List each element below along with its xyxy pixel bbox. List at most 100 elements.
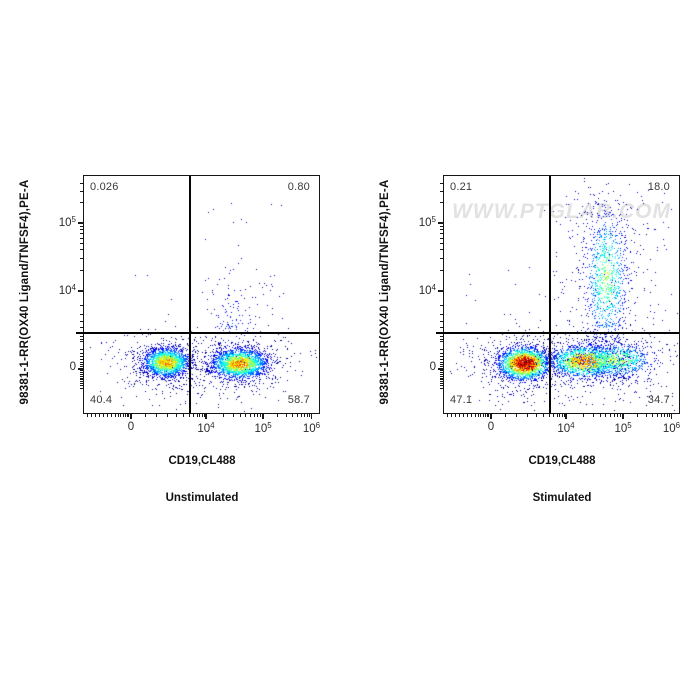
y-minor-tick <box>80 202 83 204</box>
plot-frame: 0.026 0.80 40.4 58.7 0 104 105 106 105 104 0 <box>59 175 320 435</box>
x-minor-tick <box>303 414 305 417</box>
y-axis-label: 98381-1-RR(OX40 Ligand/TNFSF4),PE-A <box>379 179 391 405</box>
y-minor-tick <box>440 257 443 259</box>
x-minor-tick <box>86 414 88 417</box>
quadrant-gate-vertical-line <box>548 176 551 413</box>
y-minor-tick <box>80 270 83 272</box>
x-minor-tick <box>124 414 126 417</box>
x-minor-tick <box>526 414 528 417</box>
plot-frame: WWW.PTGLAB.COM 0.21 18.0 47.1 34.7 01041… <box>419 175 680 435</box>
x-minor-tick <box>651 414 653 417</box>
y-minor-tick <box>440 352 443 354</box>
y-minor-tick <box>80 359 83 361</box>
y-minor-tick <box>440 374 443 376</box>
y-minor-tick <box>80 385 83 387</box>
x-minor-tick <box>196 414 198 417</box>
x-minor-tick <box>484 414 486 417</box>
x-minor-tick <box>663 414 665 417</box>
x-minor-tick <box>309 414 311 417</box>
x-minor-tick <box>193 414 194 417</box>
x-major-tick <box>262 414 264 419</box>
y-tick-label: 105 <box>58 214 76 229</box>
quadrant-value-bottom-right: 34.7 <box>647 394 670 406</box>
x-minor-tick <box>454 414 456 417</box>
x-minor-tick <box>107 414 109 417</box>
x-minor-tick <box>556 414 558 417</box>
quadrant-value-bottom-left: 40.4 <box>90 394 113 406</box>
y-minor-tick <box>440 335 443 337</box>
x-minor-tick <box>144 414 146 417</box>
y-minor-tick <box>440 327 443 329</box>
plot-panel-unstimulated: 98381-1-RR(OX40 Ligand/TNFSF4),PE-A 0.02… <box>19 175 320 504</box>
x-minor-tick <box>232 414 234 417</box>
x-minor-tick <box>285 414 287 417</box>
x-minor-tick <box>645 414 647 417</box>
x-tick-label: 105 <box>254 421 272 435</box>
y-tick-label: 0 <box>69 360 76 373</box>
y-minor-tick <box>80 182 83 184</box>
y-minor-tick <box>80 366 83 368</box>
x-minor-tick <box>291 414 293 417</box>
x-minor-tick <box>609 414 611 417</box>
x-minor-tick <box>477 414 479 417</box>
x-minor-tick <box>563 414 565 417</box>
x-minor-tick <box>504 414 506 417</box>
x-minor-tick <box>599 414 601 417</box>
x-minor-tick <box>99 414 100 417</box>
quadrant-value-top-left: 0.026 <box>90 181 119 193</box>
y-minor-tick <box>80 314 83 316</box>
x-major-tick <box>310 414 313 419</box>
x-minor-tick <box>553 414 554 417</box>
x-minor-tick <box>188 414 190 417</box>
x-minor-tick <box>669 414 671 417</box>
x-minor-tick <box>656 414 658 417</box>
x-minor-tick <box>201 414 203 417</box>
x-minor-tick <box>467 414 469 417</box>
y-minor-tick <box>80 352 83 354</box>
y-minor-tick <box>80 191 83 193</box>
y-minor-tick <box>80 377 83 379</box>
x-tick-label: 104 <box>557 421 575 435</box>
quadrant-value-top-left: 0.21 <box>450 181 473 193</box>
quadrant-gate-horizontal-line <box>436 331 679 334</box>
x-minor-tick <box>548 414 550 417</box>
y-minor-tick <box>80 225 83 227</box>
x-minor-tick <box>182 414 184 417</box>
x-minor-tick <box>166 414 168 417</box>
x-major-tick <box>670 414 673 419</box>
y-minor-tick <box>440 237 443 239</box>
x-minor-tick <box>516 414 518 417</box>
y-minor-tick <box>80 364 83 366</box>
y-minor-tick <box>80 380 83 382</box>
y-minor-tick <box>440 242 443 244</box>
y-minor-tick <box>440 314 443 316</box>
x-minor-tick <box>175 414 177 417</box>
x-minor-tick <box>619 414 621 417</box>
x-minor-tick <box>486 414 488 417</box>
y-minor-tick <box>440 339 443 341</box>
x-minor-tick <box>488 414 490 417</box>
x-tick-label: 106 <box>302 421 321 435</box>
x-minor-tick <box>300 414 302 417</box>
y-minor-tick <box>440 388 443 390</box>
x-tick-label: 0 <box>487 421 495 433</box>
y-major-tick <box>438 368 443 370</box>
x-minor-tick <box>471 414 473 417</box>
plot-title: Stimulated <box>532 492 592 504</box>
x-minor-tick <box>613 414 615 417</box>
x-minor-tick <box>253 414 255 417</box>
x-major-tick <box>205 414 207 419</box>
x-tick-label: 104 <box>197 421 215 435</box>
x-tick-label: 106 <box>662 421 681 435</box>
y-minor-tick <box>440 380 443 382</box>
x-major-tick <box>622 414 624 419</box>
y-tick-label: 104 <box>58 282 76 297</box>
x-minor-tick <box>249 414 251 417</box>
quadrant-value-top-right: 0.80 <box>287 181 310 193</box>
x-minor-tick <box>296 414 298 417</box>
y-minor-tick <box>440 202 443 204</box>
y-tick-label: 0 <box>429 360 436 373</box>
y-minor-tick <box>440 229 443 231</box>
x-minor-tick <box>245 414 247 417</box>
